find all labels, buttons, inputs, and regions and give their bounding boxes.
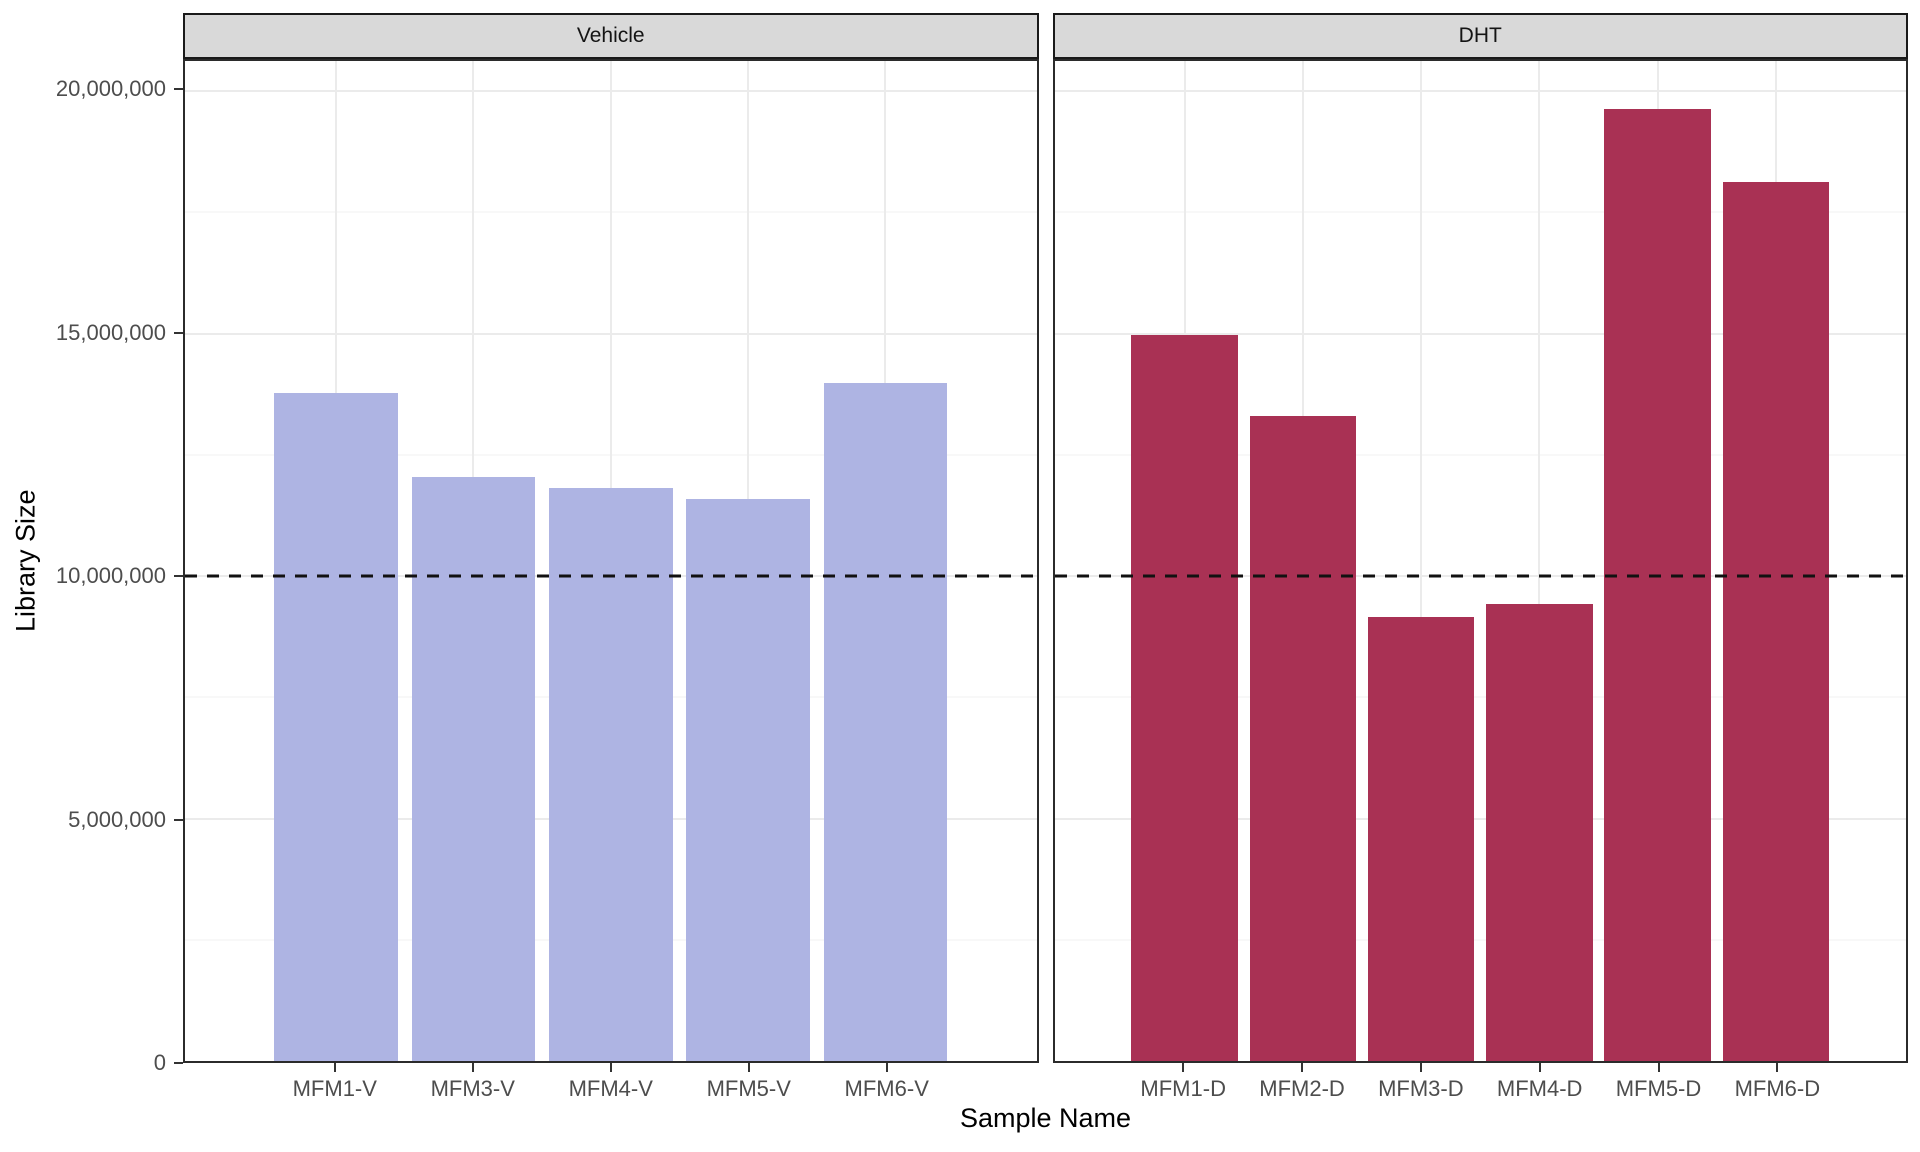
bar-slot [1717, 61, 1835, 1061]
y-axis: 0 5,000,000 10,000,000 15,000,000 20,000,000 [0, 59, 183, 1075]
x-tick-label: MFM3-V [430, 1076, 515, 1101]
x-tick-label: MFM1-D [1140, 1076, 1226, 1101]
x-tick-mark [609, 1063, 612, 1072]
x-tick-mark [471, 1063, 474, 1072]
panel-body [183, 59, 1039, 1063]
y-tick-label: 0 [153, 1050, 166, 1075]
bar-slot [817, 61, 954, 1061]
bar-slots [1055, 61, 1907, 1061]
x-tick-label: MFM4-D [1496, 1076, 1583, 1101]
facet-vehicle: Vehicle MFM1-V MFM3-V MFM4-V MFM5-V MFM6-V [183, 13, 1039, 1105]
x-slot: MFM1-D [1124, 1063, 1243, 1105]
x-tick-mark [1657, 1063, 1660, 1072]
x-tick-label: MFM5-D [1615, 1076, 1702, 1101]
x-slot: MFM3-V [404, 1063, 542, 1105]
x-axis-labels: MFM1-D MFM2-D MFM3-D MFM4-D MFM5-D MFM6-D [1053, 1063, 1909, 1105]
y-tick-mark [174, 88, 183, 91]
bar-MFM3-D [1367, 616, 1475, 1061]
facet-panels: Vehicle MFM1-V MFM3-V MFM4-V MFM5-V MFM6-V DHT… [183, 13, 1908, 1105]
x-tick-mark [1182, 1063, 1185, 1072]
x-tick-label: MFM2-D [1259, 1076, 1345, 1101]
bar-MFM6-D [1722, 181, 1830, 1061]
facet-dht: DHT MFM1-D MFM2-D MFM3-D MFM4-D MFM5-D MFM6-D [1052, 13, 1909, 1105]
bar-MFM5-V [686, 499, 810, 1061]
x-axis-title: Sample Name [959, 1103, 1132, 1133]
y-tick-label: 20,000,000 [55, 76, 166, 102]
x-tick-mark [1301, 1063, 1304, 1072]
gridline-major [1054, 817, 1906, 820]
vertical-gridline [1420, 61, 1423, 1061]
x-slot: MFM6-V [818, 1063, 956, 1105]
x-tick-mark [333, 1063, 336, 1072]
x-tick-mark [1776, 1063, 1779, 1072]
bar-MFM1-V [274, 392, 398, 1061]
threshold-dashed-line [185, 574, 1037, 578]
bar-slot [1599, 61, 1717, 1061]
gridline-minor [1054, 211, 1906, 213]
facet-strip: Vehicle [183, 13, 1039, 59]
bar-slot [1125, 61, 1243, 1061]
x-slot: MFM4-V [542, 1063, 680, 1105]
x-slot: MFM5-D [1599, 1063, 1718, 1105]
facet-strip: DHT [1052, 13, 1908, 59]
gridline-minor [1054, 696, 1906, 698]
bar-MFM1-D [1131, 335, 1238, 1061]
y-tick-mark [174, 575, 183, 578]
gridline-minor [1054, 454, 1906, 456]
x-tick-mark [747, 1063, 750, 1072]
x-tick-label: MFM4-V [568, 1076, 653, 1101]
x-tick-label: MFM6-V [844, 1076, 929, 1101]
y-tick-label: 10,000,000 [55, 563, 166, 589]
x-slot: MFM2-D [1243, 1063, 1362, 1105]
bar-MFM5-D [1604, 108, 1711, 1061]
y-tick-label: 5,000,000 [68, 806, 166, 832]
x-tick-mark [1538, 1063, 1541, 1072]
x-slot: MFM6-D [1718, 1063, 1837, 1105]
bar-slots [185, 61, 1037, 1061]
y-tick-mark [174, 818, 183, 821]
bar-MFM4-V [548, 487, 673, 1061]
bar-MFM2-D [1249, 415, 1357, 1061]
bar-slot [1362, 61, 1480, 1061]
x-tick-label: MFM3-D [1378, 1076, 1464, 1101]
bar-slot [1480, 61, 1598, 1061]
x-slot: MFM3-D [1361, 1063, 1480, 1105]
threshold-dashed-line [1054, 574, 1906, 578]
x-slot: MFM1-V [266, 1063, 404, 1105]
bar-MFM4-D [1486, 603, 1593, 1061]
bar-slot [542, 61, 679, 1061]
y-tick-mark [174, 331, 183, 334]
x-tick-label: MFM5-V [706, 1076, 791, 1101]
gridline-major [1054, 332, 1906, 335]
bar-slot [679, 61, 816, 1061]
bar-slot [267, 61, 404, 1061]
x-tick-mark [885, 1063, 888, 1072]
x-slot: MFM4-D [1480, 1063, 1599, 1105]
panel-body [1052, 59, 1908, 1063]
y-tick-label: 15,000,000 [55, 319, 166, 345]
x-tick-label: MFM1-V [292, 1076, 377, 1101]
bar-slot [405, 61, 542, 1061]
gridline-major [1054, 90, 1906, 93]
bar-MFM3-V [411, 477, 536, 1061]
x-slot: MFM5-V [680, 1063, 818, 1105]
vertical-gridline [1538, 61, 1541, 1061]
y-tick-mark [174, 1062, 183, 1064]
x-tick-mark [1419, 1063, 1422, 1072]
bar-MFM6-V [823, 382, 948, 1061]
x-tick-label: MFM6-D [1734, 1076, 1821, 1101]
bar-slot [1244, 61, 1362, 1061]
x-axis-labels: MFM1-V MFM3-V MFM4-V MFM5-V MFM6-V [183, 1063, 1039, 1105]
gridline-minor [1054, 939, 1906, 941]
